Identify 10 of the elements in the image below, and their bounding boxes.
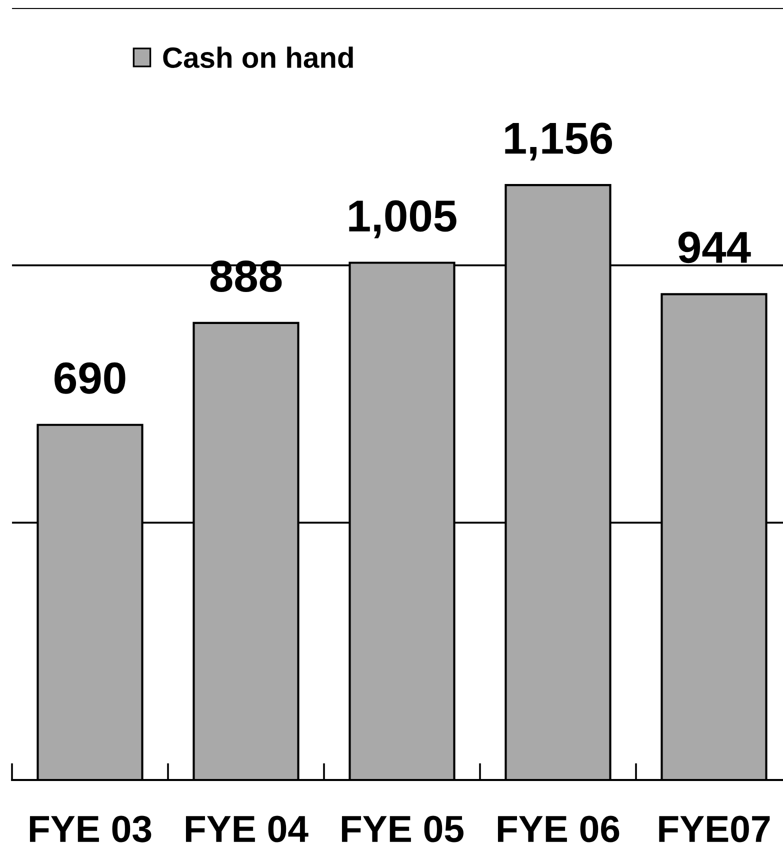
data-label: 1,156 (505, 122, 612, 160)
x-tick-label: FYE 03 (30, 816, 152, 842)
x-tick-label: FYE 05 (342, 816, 464, 842)
legend-label: Cash on hand (163, 46, 353, 68)
data-label: 944 (678, 232, 751, 264)
data-label: 690 (54, 362, 126, 394)
x-tick-label: FYE 04 (186, 816, 308, 842)
x-tick-label: FYE 06 (498, 816, 620, 842)
x-tick-label: FYE07 (659, 816, 770, 842)
data-label: 1,005 (349, 200, 456, 238)
